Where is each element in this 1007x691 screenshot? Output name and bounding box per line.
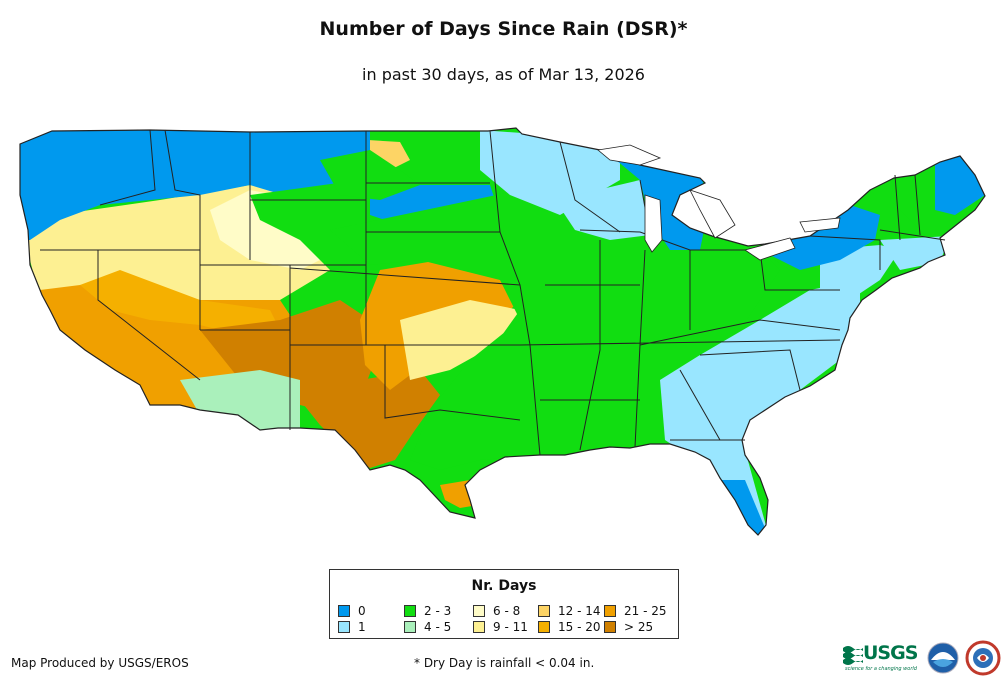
noaa-logo-icon	[927, 642, 959, 674]
dsr-zone	[720, 480, 770, 535]
legend-swatch	[404, 620, 416, 633]
dsr-zone	[400, 300, 520, 380]
agency-logos: USGS science for a changing world	[843, 640, 1003, 680]
legend-item: > 25	[604, 620, 653, 634]
legend-item: 21 - 25	[604, 604, 667, 618]
dsr-zone	[20, 128, 370, 240]
credit-text: Map Produced by USGS/EROS	[11, 656, 189, 670]
dsr-zone	[80, 270, 280, 335]
dsr-zone	[555, 180, 650, 240]
legend-item: 12 - 14	[538, 604, 601, 618]
legend-label: 6 - 8	[493, 604, 521, 618]
legend-swatch	[538, 620, 550, 633]
state-boundaries	[40, 129, 946, 456]
legend-swatch	[604, 604, 616, 617]
legend-title: Nr. Days	[471, 578, 537, 594]
legend-item: 9 - 11	[473, 620, 528, 634]
legend-label: 1	[358, 620, 366, 634]
legend-swatch	[473, 620, 485, 633]
usgs-wave-icon	[843, 646, 863, 665]
legend-label: 4 - 5	[424, 620, 452, 634]
legend-label: 0	[358, 604, 366, 618]
legend-item: 0	[338, 604, 366, 618]
usgs-logo: USGS science for a changing world	[843, 640, 923, 676]
legend-swatch	[538, 604, 550, 617]
usgs-wordmark: USGS	[863, 642, 918, 664]
legend-label: > 25	[624, 620, 654, 634]
us-dsr-map	[19, 127, 986, 536]
legend-label: 2 - 3	[424, 604, 452, 618]
dsr-zone	[760, 205, 880, 270]
legend-item: 1	[338, 620, 366, 634]
us-outline	[19, 127, 986, 536]
footnote-text: * Dry Day is rainfall < 0.04 in.	[414, 656, 595, 670]
legend-item: 6 - 8	[473, 604, 520, 618]
dsr-zone	[320, 150, 420, 200]
dsr-zone	[250, 180, 370, 270]
legend-swatch	[604, 620, 616, 633]
dsr-color-zones	[20, 128, 985, 535]
legend-swatch	[404, 604, 416, 617]
dsr-zone	[300, 370, 440, 468]
usgs-tagline: science for a changing world	[845, 666, 917, 672]
legend: Nr. Days 0 1 2 - 3 4 - 5 6 - 8 9 - 11 12…	[329, 569, 679, 639]
legend-label: 12 - 14	[558, 604, 601, 618]
legend-item: 4 - 5	[404, 620, 451, 634]
legend-label: 21 - 25	[624, 604, 667, 618]
legend-label: 15 - 20	[558, 620, 601, 634]
legend-swatch	[338, 620, 350, 633]
legend-item: 2 - 3	[404, 604, 451, 618]
legend-swatch	[338, 604, 350, 617]
legend-label: 9 - 11	[493, 620, 528, 634]
dsr-zone	[200, 300, 375, 410]
nws-logo-icon	[965, 640, 1001, 676]
legend-swatch	[473, 604, 485, 617]
legend-item: 15 - 20	[538, 620, 601, 634]
map-title: Number of Days Since Rain (DSR)*	[319, 18, 688, 40]
map-subtitle: in past 30 days, as of Mar 13, 2026	[362, 65, 645, 84]
great-lakes	[597, 144, 841, 261]
